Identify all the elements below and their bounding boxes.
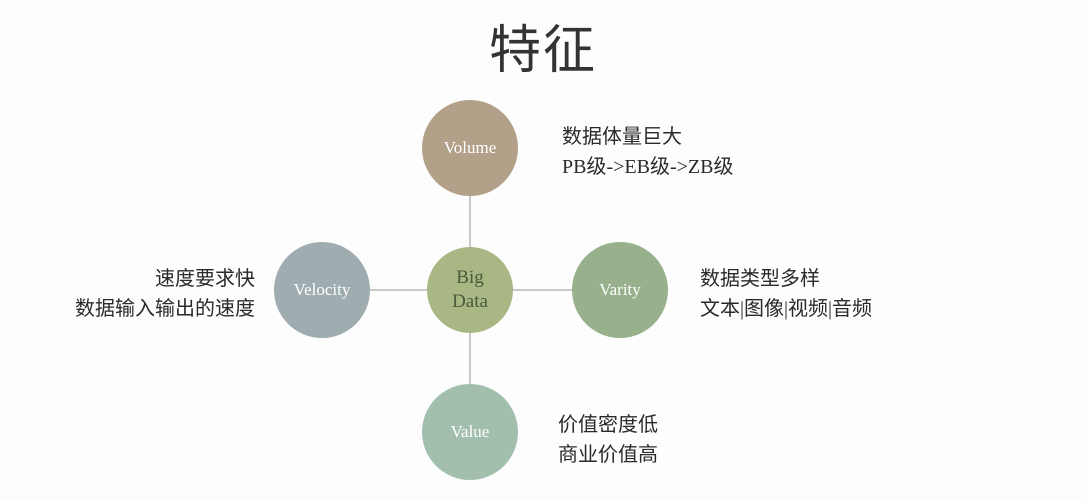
center-node-label: Big Data — [452, 266, 488, 314]
center-label-line1: Big — [456, 267, 483, 288]
outer-node-varity: Varity — [572, 242, 668, 338]
annotation-line1: 数据类型多样 — [700, 268, 820, 290]
annotation-line1: 数据体量巨大 — [562, 126, 682, 148]
annotation-line2: 商业价值高 — [558, 444, 658, 466]
outer-node-volume: Volume — [422, 100, 518, 196]
node-label: Volume — [444, 137, 497, 158]
annotation-volume: 数据体量巨大 PB级->EB级->ZB级 — [562, 122, 733, 182]
node-label: Value — [451, 421, 490, 442]
annotation-line2: 数据输入输出的速度 — [75, 298, 255, 320]
annotation-varity: 数据类型多样 文本|图像|视频|音频 — [700, 264, 872, 324]
annotation-line1: 速度要求快 — [155, 268, 255, 290]
node-label: Varity — [599, 279, 641, 300]
node-label: Velocity — [294, 279, 351, 300]
annotation-line2: PB级->EB级->ZB级 — [562, 156, 733, 178]
annotation-line2: 文本|图像|视频|音频 — [700, 298, 872, 320]
annotation-value: 价值密度低 商业价值高 — [558, 410, 658, 470]
outer-node-value: Value — [422, 384, 518, 480]
annotation-line1: 价值密度低 — [558, 414, 658, 436]
center-label-line2: Data — [452, 291, 488, 312]
outer-node-velocity: Velocity — [274, 242, 370, 338]
center-node-bigdata: Big Data — [427, 247, 513, 333]
annotation-velocity: 速度要求快 数据输入输出的速度 — [75, 264, 255, 324]
radial-diagram: Big Data Volume Varity Value Velocity 数据… — [0, 0, 1086, 500]
